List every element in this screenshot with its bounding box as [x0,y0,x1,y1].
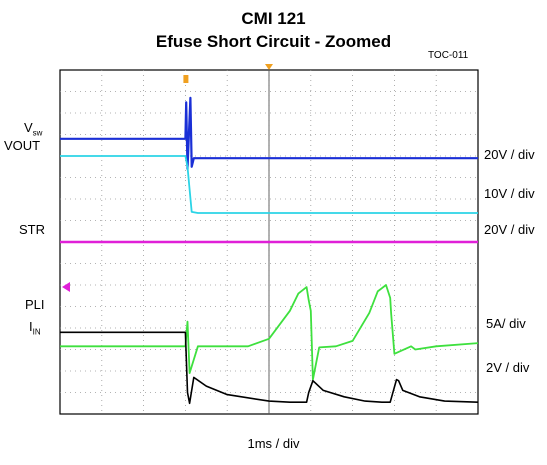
chart-subtitle: Efuse Short Circuit - Zoomed [155,32,392,51]
str-scale-label: 20V / div [484,222,535,237]
x-axis-label: 1ms / div [247,436,300,451]
series-line-vsw [60,96,478,170]
trigger-marker-icon [265,64,273,70]
trigger-position-icon [183,75,189,83]
chart-title: CMI 121 [241,9,306,28]
iin-label: IIN [29,319,41,337]
pli-scale-label: 2V / div [486,360,530,375]
iin-label-main: I [29,319,33,334]
pli-label: PLI [25,297,45,312]
vsw-label-main: V [24,120,33,135]
vout-scale-label: 10V / div [484,186,535,201]
vsw-scale-label: 20V / div [484,147,535,162]
series-line-pli [60,331,479,405]
str-label: STR [19,222,45,237]
reference-marker-icon [62,282,70,292]
vout-label: VOUT [4,138,41,153]
iin-label-sub: IN [32,327,41,337]
iin-scale-label: 5A/ div [486,316,526,331]
series-line-iin [60,284,479,381]
series-line-vout [60,155,478,214]
figure-id: TOC-011 [428,50,469,61]
vsw-label: Vsw [24,120,42,138]
vsw-label-sub: sw [32,128,43,138]
